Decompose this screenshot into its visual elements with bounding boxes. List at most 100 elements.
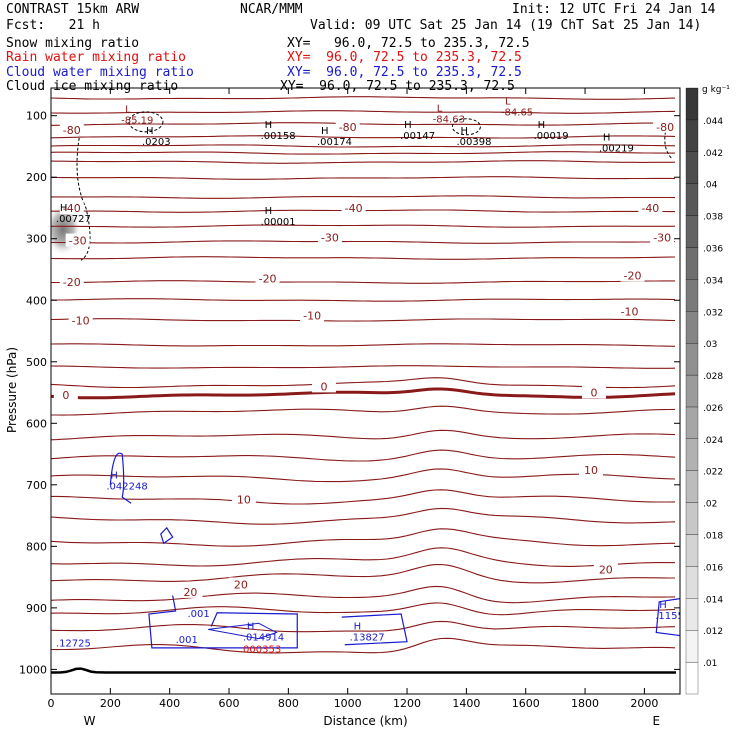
field-label-rain: Rain water mixing ratio — [6, 50, 187, 65]
isotherm-label-bg — [317, 230, 342, 244]
cloud-water-contour — [208, 622, 278, 640]
isotherm-line — [51, 585, 676, 604]
colorbar-level-label: .016 — [703, 563, 723, 573]
colorbar-swatch — [685, 598, 699, 631]
isotherm-label-bg — [335, 119, 360, 133]
west-endpoint-label: W — [84, 714, 96, 728]
isotherm-label-bg — [650, 230, 675, 244]
extremum-marker: H — [110, 471, 118, 482]
cloud-water-label: .001 — [187, 609, 209, 620]
colorbar-swatch — [685, 630, 699, 663]
cloud-ice-contour — [76, 127, 91, 261]
isotherm-label: -20 — [624, 270, 642, 283]
extremum-marker: H — [460, 126, 468, 137]
east-endpoint-label: E — [652, 714, 660, 728]
extremum-value: .1155 — [655, 611, 684, 622]
y-tick-label: 200 — [26, 171, 47, 184]
colorbar-level-label: .03 — [703, 340, 717, 350]
y-tick-label: 1000 — [19, 663, 47, 676]
colorbar-swatch — [685, 406, 699, 439]
extremum-marker: H — [265, 206, 273, 217]
isotherm-line — [51, 160, 676, 164]
colorbar-level-label: .022 — [703, 468, 723, 478]
extremum-marker: L — [437, 103, 443, 114]
x-tick-label: 800 — [278, 697, 299, 710]
isotherm-label-bg — [638, 200, 663, 214]
isotherm-label-bg — [653, 119, 678, 133]
cloud-water-contour — [160, 526, 174, 545]
isotherm-line — [51, 318, 676, 322]
extremum-value: .00174 — [317, 137, 352, 148]
extremum-value: .00019 — [534, 131, 569, 142]
extremum-value: -85.19 — [121, 116, 153, 127]
colorbar-level-label: .012 — [703, 627, 723, 637]
extremum-value: .00158 — [261, 131, 296, 142]
isotherm-label: -20 — [63, 276, 81, 289]
isotherm-line — [51, 377, 676, 389]
colorbar-swatch — [685, 470, 699, 503]
extremum-marker: H — [265, 120, 273, 131]
field-label-cloud-water: Cloud water mixing ratio — [6, 65, 194, 80]
colorbar-level-label: .038 — [703, 213, 723, 223]
field-label-snow: Snow mixing ratio — [6, 36, 140, 51]
colorbar-swatch — [685, 661, 699, 695]
isotherm-label-bg — [620, 268, 645, 282]
y-tick-label: 600 — [26, 417, 47, 430]
isotherm-line — [51, 489, 676, 505]
isotherm-label: -80 — [63, 124, 81, 137]
cloud-water-contour — [148, 595, 298, 649]
field-xy-cloud-ice: XY= 96.0, 72.5 to 235.3, 72.5 — [280, 79, 515, 94]
isotherm-label-bg — [581, 385, 606, 399]
isotherm-label-bg — [59, 274, 84, 288]
cloud-water-contour — [655, 598, 680, 637]
isotherm-line — [51, 365, 676, 369]
isotherm-line — [51, 602, 676, 616]
isotherm-label: 20 — [183, 586, 197, 599]
isotherm-line — [51, 144, 676, 148]
cloud-water-label: .001 — [176, 635, 198, 646]
isotherm-line — [51, 110, 675, 114]
isotherm-line — [51, 298, 676, 302]
extremum-value: .00219 — [599, 143, 634, 154]
x-axis-label: Distance (km) — [323, 714, 407, 728]
isotherm-label: -30 — [653, 232, 671, 245]
isotherm-line — [51, 176, 675, 180]
isotherm-label-bg — [341, 200, 366, 214]
isotherm-line — [51, 224, 676, 228]
isotherm-label-bg — [68, 313, 93, 327]
x-tick-label: 2000 — [630, 697, 658, 710]
extremum-marker: H — [247, 621, 255, 632]
colorbar-level-label: .032 — [703, 308, 723, 318]
colorbar-swatch — [685, 311, 699, 344]
isotherm-label: 0 — [62, 389, 69, 402]
colorbar-level-label: .04 — [703, 181, 718, 191]
extremum-value: -84.65 — [501, 108, 533, 119]
isotherm-label-bg — [59, 122, 84, 136]
isotherm-line — [51, 563, 675, 584]
colorbar-level-label: .034 — [703, 276, 723, 286]
y-tick-label: 300 — [26, 233, 47, 246]
isotherm-zero — [51, 387, 676, 400]
y-tick-label: 500 — [26, 356, 47, 369]
x-tick-label: 200 — [100, 697, 121, 710]
cloud-water-contour — [109, 452, 132, 504]
isotherm-label: -40 — [345, 202, 363, 215]
isotherm-line — [51, 195, 676, 199]
extremum-value: .0203 — [142, 137, 171, 148]
isotherm-label: -80 — [656, 121, 674, 134]
x-tick-label: 1600 — [512, 697, 540, 710]
isotherm-line — [51, 449, 676, 462]
x-tick-label: 1200 — [393, 697, 421, 710]
isotherm-line — [51, 528, 675, 547]
isotherm-label-bg — [178, 584, 203, 598]
cloud-ice-contour — [451, 118, 481, 136]
extremum-value: .12725 — [56, 639, 91, 650]
colorbar-level-label: .044 — [703, 117, 723, 127]
isotherm-label-bg — [65, 233, 90, 247]
isotherm-label-bg — [231, 492, 256, 506]
isotherm-label-bg — [300, 308, 325, 322]
colorbar: .01 .012 .014 .016 .018 .02 .022 .024 .026 .028 .0… — [685, 85, 730, 695]
isotherm-line — [51, 343, 676, 347]
isotherm-label: -20 — [259, 273, 277, 286]
